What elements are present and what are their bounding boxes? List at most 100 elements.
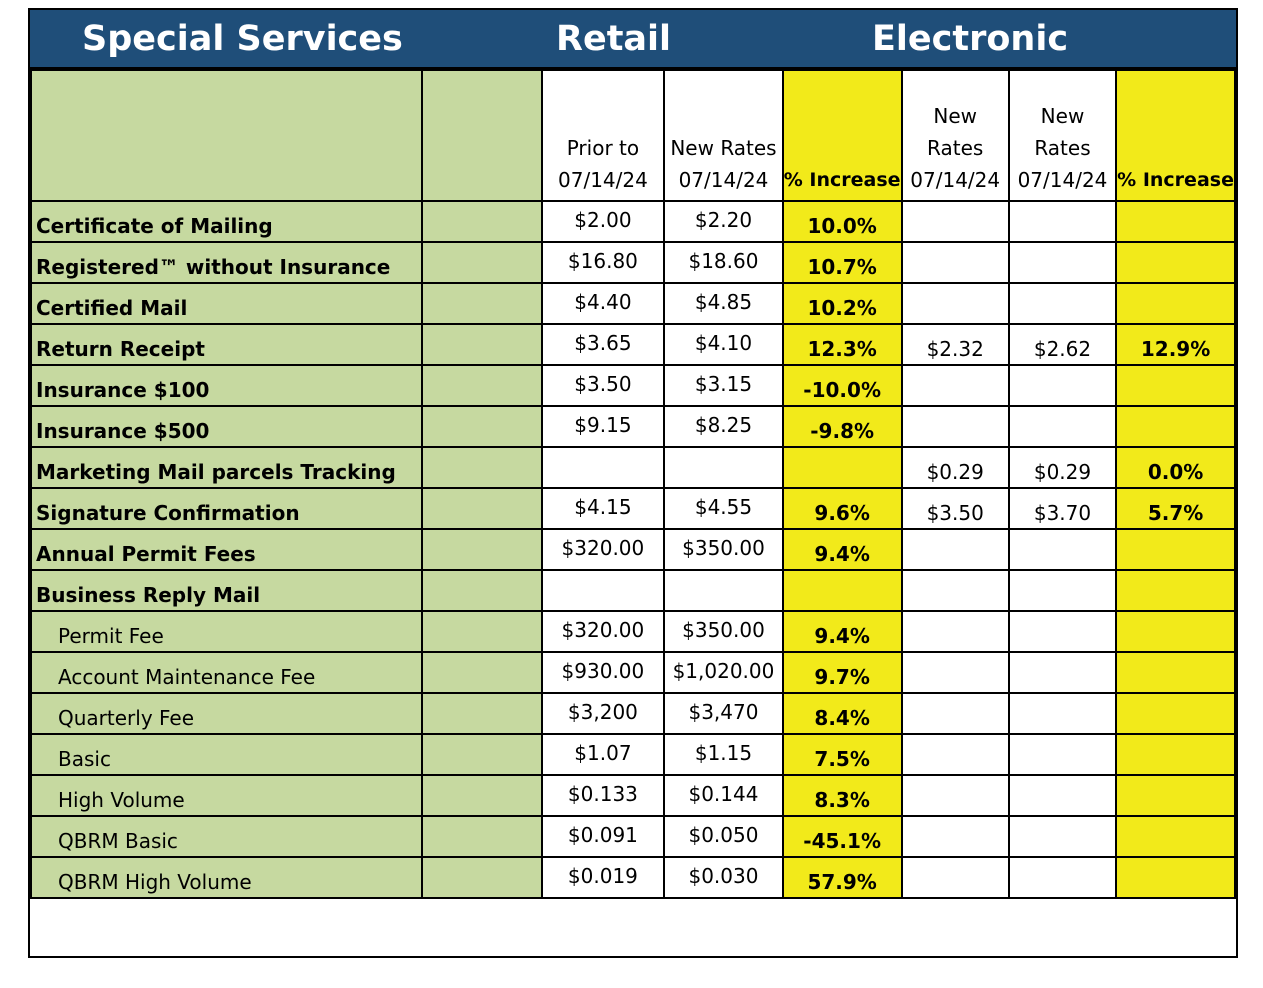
electronic-pct-increase <box>1115 692 1236 735</box>
electronic-rate-b <box>1007 200 1118 243</box>
retail-prior-rate: $0.091 <box>540 815 666 858</box>
retail-prior-rate: $16.80 <box>540 241 666 284</box>
retail-new-rate: $1.15 <box>663 733 784 776</box>
table-row: Certificate of Mailing $2.00 $2.20 10.0% <box>30 200 1236 243</box>
electronic-rate-a: $0.29 <box>900 446 1010 489</box>
row-blank-cell <box>420 487 543 530</box>
retail-new-rate: $4.55 <box>663 487 784 530</box>
electronic-rate-a <box>900 528 1010 571</box>
electronic-pct-increase <box>1115 733 1236 776</box>
retail-new-rate: $4.10 <box>663 323 784 366</box>
row-blank-cell <box>420 856 543 899</box>
retail-new-rate: $1,020.00 <box>663 651 784 694</box>
retail-prior-rate: $930.00 <box>540 651 666 694</box>
electronic-rate-b <box>1007 774 1118 817</box>
electronic-rate-a <box>900 733 1010 776</box>
electronic-rate-b <box>1007 364 1118 407</box>
electronic-pct-increase <box>1115 282 1236 325</box>
row-blank-cell <box>420 446 543 489</box>
electronic-rate-b <box>1007 733 1118 776</box>
retail-prior-rate: $3.65 <box>540 323 666 366</box>
electronic-rate-b <box>1007 856 1118 899</box>
electronic-pct-increase <box>1115 569 1236 612</box>
electronic-rate-b <box>1007 569 1118 612</box>
electronic-pct-increase: 12.9% <box>1115 323 1236 366</box>
retail-pct-increase: 10.2% <box>781 282 903 325</box>
title-special-services: Special Services <box>82 19 403 59</box>
table-row: Account Maintenance Fee $930.00 $1,020.00 9… <box>30 651 1236 694</box>
retail-pct-increase: 9.4% <box>781 610 903 653</box>
electronic-pct-increase <box>1115 610 1236 653</box>
retail-pct-increase: 10.0% <box>781 200 903 243</box>
retail-prior-rate: $320.00 <box>540 528 666 571</box>
rates-table: Prior to 07/14/24 New Rates 07/14/24 % I… <box>30 69 1236 899</box>
electronic-pct-increase <box>1115 200 1236 243</box>
electronic-rate-a <box>900 651 1010 694</box>
header-elec-a-line1: New <box>933 104 977 128</box>
header-retail-prior-line2: 07/14/24 <box>558 168 648 192</box>
retail-prior-rate: $0.019 <box>540 856 666 899</box>
row-blank-cell <box>420 282 543 325</box>
table-row: Signature Confirmation $4.15 $4.55 9.6% $3.5… <box>30 487 1236 530</box>
row-label: Account Maintenance Fee <box>30 651 423 694</box>
retail-new-rate: $8.25 <box>663 405 784 448</box>
row-label: High Volume <box>30 774 423 817</box>
electronic-pct-increase <box>1115 856 1236 899</box>
electronic-rate-b <box>1007 528 1118 571</box>
retail-new-rate: $0.050 <box>663 815 784 858</box>
retail-prior-rate: $2.00 <box>540 200 666 243</box>
retail-pct-increase: 8.3% <box>781 774 903 817</box>
row-label: QBRM High Volume <box>30 856 423 899</box>
table-row: Quarterly Fee $3,200 $3,470 8.4% <box>30 692 1236 735</box>
electronic-rate-b <box>1007 241 1118 284</box>
header-elec-a: New Rates 07/14/24 <box>900 69 1010 202</box>
header-retail-prior-line1: Prior to <box>566 136 640 160</box>
electronic-pct-increase <box>1115 528 1236 571</box>
retail-pct-increase <box>781 569 903 612</box>
header-elec-b-line2: Rates <box>1034 136 1091 160</box>
row-label: Insurance $100 <box>30 364 423 407</box>
table-row: Certified Mail $4.40 $4.85 10.2% <box>30 282 1236 325</box>
header-elec-a-line2: Rates <box>927 136 984 160</box>
header-elec-b-line3: 07/14/24 <box>1017 168 1108 192</box>
retail-pct-increase: 9.7% <box>781 651 903 694</box>
electronic-pct-increase <box>1115 241 1236 284</box>
header-label-cell <box>30 69 423 202</box>
retail-prior-rate <box>540 446 666 489</box>
electronic-rate-a <box>900 282 1010 325</box>
header-elec-b-line1: New <box>1040 104 1085 128</box>
row-label: Signature Confirmation <box>30 487 423 530</box>
electronic-rate-a <box>900 241 1010 284</box>
title-retail: Retail <box>556 19 672 59</box>
row-blank-cell <box>420 692 543 735</box>
header-retail-new-line1: New Rates <box>670 136 777 160</box>
retail-pct-increase: 57.9% <box>781 856 903 899</box>
row-label: Certificate of Mailing <box>30 200 423 243</box>
retail-pct-increase: 12.3% <box>781 323 903 366</box>
row-blank-cell <box>420 774 543 817</box>
header-elec-a-line3: 07/14/24 <box>910 168 1001 192</box>
retail-new-rate: $18.60 <box>663 241 784 284</box>
row-blank-cell <box>420 528 543 571</box>
retail-pct-increase: 9.6% <box>781 487 903 530</box>
table-row: Return Receipt $3.65 $4.10 12.3% $2.32 $2.62 1… <box>30 323 1236 366</box>
electronic-pct-increase <box>1115 405 1236 448</box>
retail-new-rate: $0.144 <box>663 774 784 817</box>
retail-prior-rate: $1.07 <box>540 733 666 776</box>
electronic-rate-b <box>1007 815 1118 858</box>
row-label: Return Receipt <box>30 323 423 366</box>
electronic-rate-b <box>1007 692 1118 735</box>
row-label: Certified Mail <box>30 282 423 325</box>
header-elec-b: New Rates 07/14/24 <box>1007 69 1118 202</box>
electronic-rate-a: $3.50 <box>900 487 1010 530</box>
electronic-pct-increase: 0.0% <box>1115 446 1236 489</box>
electronic-rate-a <box>900 610 1010 653</box>
retail-pct-increase: 9.4% <box>781 528 903 571</box>
row-label: Business Reply Mail <box>30 569 423 612</box>
retail-pct-increase <box>781 446 903 489</box>
electronic-rate-b <box>1007 610 1118 653</box>
table-row: High Volume $0.133 $0.144 8.3% <box>30 774 1236 817</box>
row-blank-cell <box>420 733 543 776</box>
retail-new-rate <box>663 569 784 612</box>
row-label: Marketing Mail parcels Tracking <box>30 446 423 489</box>
